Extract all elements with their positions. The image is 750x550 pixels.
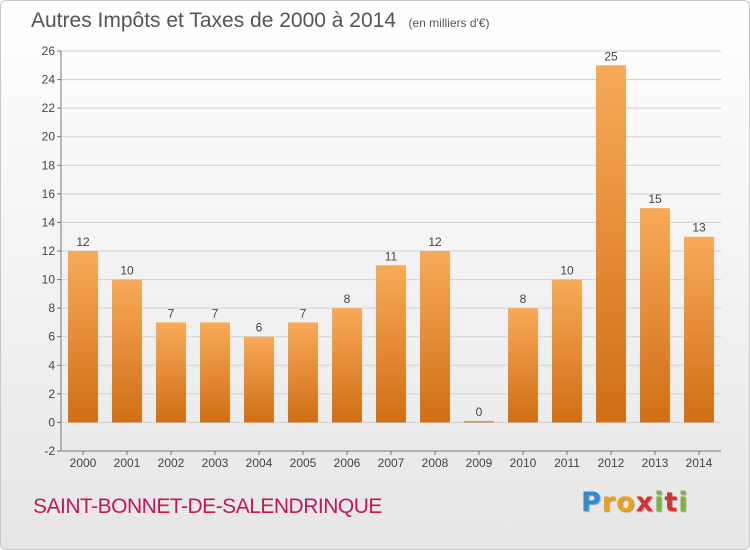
x-tick-label: 2002: [158, 456, 185, 470]
chart-title-unit: (en milliers d'€): [408, 16, 489, 30]
brand-letter: o: [616, 487, 636, 518]
y-tick-label: 16: [42, 187, 56, 201]
value-label-2011: 10: [560, 264, 574, 278]
value-label-2008: 12: [428, 235, 442, 249]
y-tick-label: 6: [48, 330, 55, 344]
bar-2001: [112, 279, 142, 423]
bar-2000: [68, 251, 98, 423]
value-label-2001: 10: [120, 264, 134, 278]
bar-2003: [200, 322, 230, 423]
bar-2007: [376, 265, 406, 423]
value-label-2000: 12: [76, 235, 90, 249]
bar-2010: [508, 308, 538, 423]
bars: [68, 65, 714, 423]
bar-2008: [420, 251, 450, 423]
brand-letter: i: [678, 487, 689, 518]
y-tick-label: 4: [48, 358, 55, 372]
axes: [57, 50, 721, 455]
x-tick-label: 2008: [422, 456, 449, 470]
brand-letter: r: [601, 487, 617, 518]
value-label-2004: 6: [256, 321, 263, 335]
x-tick-label: 2006: [334, 456, 361, 470]
value-label-2010: 8: [520, 292, 527, 306]
y-tick-label: -2: [44, 444, 55, 458]
value-label-2002: 7: [168, 306, 175, 320]
x-tick-label: 2007: [378, 456, 405, 470]
bar-2005: [288, 322, 318, 423]
x-tick-label: 2011: [554, 456, 580, 470]
x-tick-label: 2000: [70, 456, 97, 470]
value-label-2003: 7: [212, 306, 219, 320]
y-tick-label: 0: [48, 415, 55, 429]
value-label-2006: 8: [344, 292, 351, 306]
bar-2014: [684, 236, 714, 423]
value-label-2009: 0: [476, 405, 483, 419]
brand-letter: x: [635, 487, 655, 518]
brand-letter: P: [581, 487, 602, 518]
y-tick-label: 8: [48, 301, 55, 315]
y-tick-label: 14: [42, 215, 56, 229]
x-tick-label: 2014: [686, 456, 713, 470]
x-tick-label: 2001: [114, 456, 141, 470]
bar-2009: [464, 420, 494, 423]
commune-name: SAINT-BONNET-DE-SALENDRINQUE: [33, 495, 382, 518]
value-label-2007: 11: [385, 249, 398, 263]
x-tick-label: 2005: [290, 456, 317, 470]
value-label-2013: 15: [648, 192, 662, 206]
brand-letter: t: [664, 487, 679, 518]
labels: -202468101214161820222426122000102001720…: [42, 44, 713, 470]
value-label-2005: 7: [300, 306, 307, 320]
brand-letter: i: [654, 487, 665, 518]
x-tick-label: 2004: [246, 456, 273, 470]
y-tick-label: 18: [42, 158, 56, 172]
y-tick-label: 12: [42, 244, 56, 258]
x-tick-label: 2010: [510, 456, 537, 470]
bar-2013: [640, 208, 670, 423]
y-tick-label: 22: [42, 101, 56, 115]
y-tick-label: 24: [42, 73, 56, 87]
value-label-2012: 25: [604, 49, 618, 63]
value-label-2014: 13: [692, 221, 706, 235]
y-tick-label: 20: [42, 130, 56, 144]
y-tick-label: 2: [48, 387, 55, 401]
chart-title: Autres Impôts et Taxes de 2000 à 2014 (e…: [31, 9, 489, 32]
bar-2006: [332, 308, 362, 423]
bar-2011: [552, 279, 582, 423]
x-tick-label: 2013: [642, 456, 669, 470]
x-tick-label: 2003: [202, 456, 229, 470]
x-tick-label: 2012: [598, 456, 625, 470]
brand-logo: Proxiti: [581, 487, 689, 518]
y-tick-label: 26: [42, 44, 56, 58]
x-tick-label: 2009: [466, 456, 493, 470]
chart-title-main: Autres Impôts et Taxes de 2000 à 2014: [31, 9, 396, 32]
bar-2002: [156, 322, 186, 423]
bar-2004: [244, 336, 274, 423]
bar-2012: [596, 65, 626, 423]
y-tick-label: 10: [42, 273, 56, 287]
